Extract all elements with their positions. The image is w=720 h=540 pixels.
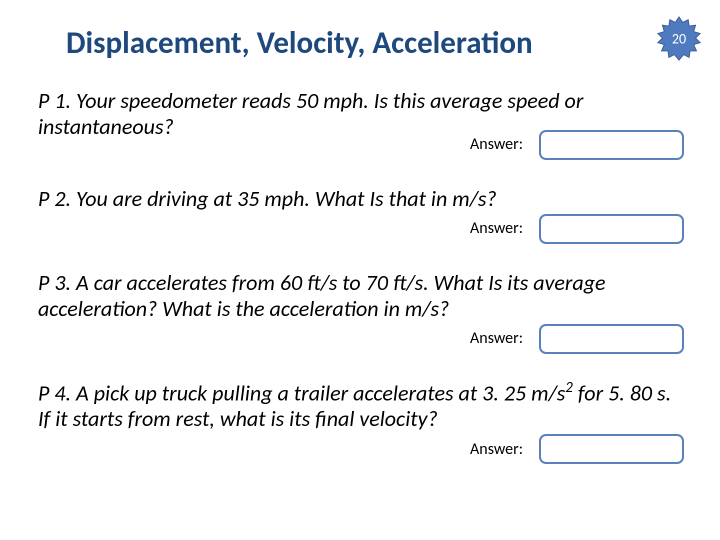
question-4: P 4. A pick up truck pulling a trailer a… [38, 380, 686, 432]
page-title: Displacement, Velocity, Acceleration [66, 24, 686, 62]
question-3: P 3. A car accelerates from 60 ft/s to 7… [38, 270, 686, 322]
answer-row-3: Answer: [38, 324, 686, 354]
slide-number-badge: 20 [656, 16, 702, 62]
answer-input-1[interactable] [539, 130, 684, 160]
answer-input-4[interactable] [539, 434, 684, 464]
answer-label: Answer: [470, 219, 523, 238]
question-4-superscript: 2 [565, 379, 573, 397]
slide-number: 20 [672, 31, 686, 48]
answer-label: Answer: [470, 440, 523, 459]
question-2: P 2. You are driving at 35 mph. What Is … [38, 186, 686, 212]
answer-label: Answer: [470, 329, 523, 348]
answer-row-4: Answer: [38, 434, 686, 464]
answer-label: Answer: [470, 135, 523, 154]
answer-input-2[interactable] [539, 214, 684, 244]
answer-row-2: Answer: [38, 214, 686, 244]
answer-input-3[interactable] [539, 324, 684, 354]
question-4-part-a: P 4. A pick up truck pulling a trailer a… [38, 379, 565, 406]
